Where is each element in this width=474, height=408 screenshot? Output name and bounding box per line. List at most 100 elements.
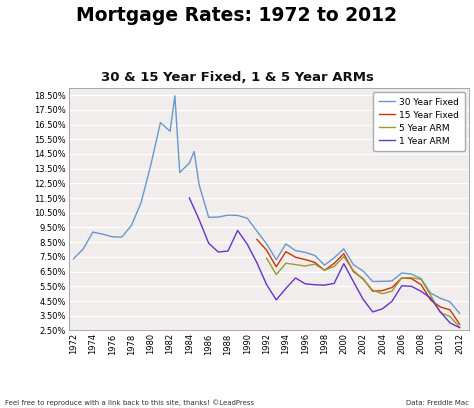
1 Year ARM <box>418 289 424 294</box>
30 Year Fixed <box>254 229 260 234</box>
1 Year ARM <box>409 284 414 289</box>
15 Year Fixed <box>370 289 375 294</box>
30 Year Fixed <box>191 149 197 154</box>
1 Year ARM <box>206 241 211 246</box>
30 Year Fixed <box>322 263 328 268</box>
1 Year ARM <box>428 296 434 301</box>
30 Year Fixed <box>418 276 424 281</box>
30 Year Fixed <box>292 248 298 253</box>
15 Year Fixed <box>283 249 289 254</box>
1 Year ARM <box>245 242 250 247</box>
30 Year Fixed <box>409 272 414 277</box>
5 Year ARM <box>312 262 318 266</box>
30 Year Fixed <box>177 170 182 175</box>
30 Year Fixed <box>380 279 385 284</box>
5 Year ARM <box>418 277 424 282</box>
15 Year Fixed <box>254 237 260 242</box>
30 Year Fixed <box>312 253 318 258</box>
30 Year Fixed <box>389 278 395 283</box>
15 Year Fixed <box>322 268 328 273</box>
30 Year Fixed <box>90 230 96 235</box>
30 Year Fixed <box>245 216 250 221</box>
15 Year Fixed <box>302 257 308 262</box>
1 Year ARM <box>254 260 260 265</box>
1 Year ARM <box>302 282 308 286</box>
Line: 1 Year ARM: 1 Year ARM <box>190 198 460 328</box>
30 Year Fixed <box>428 290 434 295</box>
1 Year ARM <box>331 281 337 286</box>
30 Year Fixed <box>138 200 144 205</box>
1 Year ARM <box>283 286 289 291</box>
30 Year Fixed <box>119 235 125 239</box>
1 Year ARM <box>225 248 231 253</box>
30 Year Fixed <box>331 255 337 260</box>
30 Year Fixed <box>109 234 115 239</box>
5 Year ARM <box>292 262 298 267</box>
30 Year Fixed <box>157 120 163 125</box>
1 Year ARM <box>187 195 192 200</box>
15 Year Fixed <box>273 264 279 269</box>
30 Year Fixed <box>351 262 356 267</box>
1 Year ARM <box>322 283 328 288</box>
Line: 5 Year ARM: 5 Year ARM <box>266 257 460 327</box>
30 Year Fixed <box>225 213 231 217</box>
Text: 30 & 15 Year Fixed, 1 & 5 Year ARMs: 30 & 15 Year Fixed, 1 & 5 Year ARMs <box>100 71 374 84</box>
15 Year Fixed <box>409 276 414 281</box>
30 Year Fixed <box>360 268 366 273</box>
1 Year ARM <box>370 310 375 315</box>
30 Year Fixed <box>71 256 76 261</box>
5 Year ARM <box>302 264 308 268</box>
5 Year ARM <box>399 275 404 280</box>
5 Year ARM <box>360 277 366 282</box>
1 Year ARM <box>273 297 279 302</box>
30 Year Fixed <box>206 215 211 220</box>
Legend: 30 Year Fixed, 15 Year Fixed, 5 Year ARM, 1 Year ARM: 30 Year Fixed, 15 Year Fixed, 5 Year ARM… <box>373 92 465 151</box>
Line: 15 Year Fixed: 15 Year Fixed <box>257 239 460 324</box>
30 Year Fixed <box>283 242 289 246</box>
5 Year ARM <box>341 254 346 259</box>
30 Year Fixed <box>273 257 279 262</box>
30 Year Fixed <box>457 311 463 316</box>
1 Year ARM <box>196 217 202 222</box>
30 Year Fixed <box>148 163 154 168</box>
15 Year Fixed <box>341 251 346 256</box>
15 Year Fixed <box>380 288 385 293</box>
30 Year Fixed <box>235 213 240 218</box>
15 Year Fixed <box>264 248 269 253</box>
5 Year ARM <box>264 256 269 261</box>
30 Year Fixed <box>172 93 178 98</box>
1 Year ARM <box>216 250 221 255</box>
15 Year Fixed <box>428 297 434 302</box>
5 Year ARM <box>370 288 375 293</box>
1 Year ARM <box>235 228 240 233</box>
5 Year ARM <box>428 293 434 298</box>
15 Year Fixed <box>389 285 395 290</box>
1 Year ARM <box>312 282 318 287</box>
Text: Feel free to reproduce with a link back to this site, thanks! ©LeadPress: Feel free to reproduce with a link back … <box>5 399 254 406</box>
5 Year ARM <box>447 314 453 319</box>
30 Year Fixed <box>128 223 134 228</box>
15 Year Fixed <box>331 261 337 266</box>
5 Year ARM <box>438 310 443 315</box>
1 Year ARM <box>351 279 356 284</box>
30 Year Fixed <box>370 279 375 284</box>
1 Year ARM <box>399 283 404 288</box>
15 Year Fixed <box>292 255 298 259</box>
30 Year Fixed <box>196 182 202 187</box>
1 Year ARM <box>292 275 298 280</box>
15 Year Fixed <box>399 275 404 280</box>
5 Year ARM <box>457 325 463 330</box>
15 Year Fixed <box>457 322 463 326</box>
15 Year Fixed <box>351 269 356 274</box>
Line: 30 Year Fixed: 30 Year Fixed <box>73 96 460 313</box>
30 Year Fixed <box>81 246 86 251</box>
5 Year ARM <box>409 275 414 280</box>
30 Year Fixed <box>216 215 221 220</box>
5 Year ARM <box>389 289 395 294</box>
15 Year Fixed <box>360 276 366 281</box>
1 Year ARM <box>457 325 463 330</box>
1 Year ARM <box>389 299 395 304</box>
5 Year ARM <box>273 272 279 277</box>
30 Year Fixed <box>264 242 269 246</box>
30 Year Fixed <box>167 129 173 134</box>
